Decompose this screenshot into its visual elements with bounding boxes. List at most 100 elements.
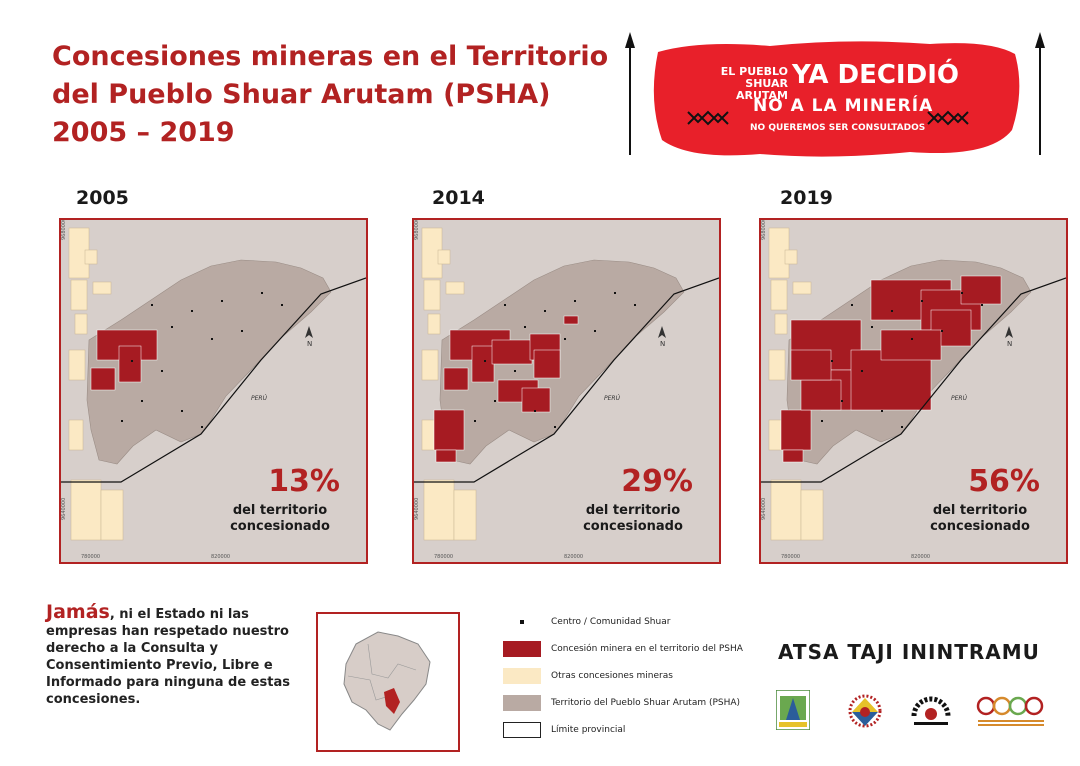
community-marker xyxy=(221,300,223,302)
org-logo-3 xyxy=(911,696,951,725)
community-marker xyxy=(504,304,506,306)
protest-banner: EL PUEBLO SHUAR ARUTAM YA DECIDIÓ NO A L… xyxy=(610,30,1060,165)
banner-sub: NO QUEREMOS SER CONSULTADOS xyxy=(750,123,926,133)
tick-label: 780000 xyxy=(781,554,800,560)
tick-label: 780000 xyxy=(434,554,453,560)
mining-concession xyxy=(491,339,533,365)
map-2005: N PERÚ 780000 820000 9680000 9640000 xyxy=(61,220,366,562)
community-marker xyxy=(241,330,243,332)
main-title: Concesiones mineras en el Territorio del… xyxy=(52,38,612,152)
other-concession xyxy=(100,489,124,541)
percent-label-2019: del territorio concesionado xyxy=(920,503,1040,535)
percent-2014: 29% xyxy=(621,464,693,499)
community-marker xyxy=(891,310,893,312)
other-concession xyxy=(70,279,88,311)
other-concession xyxy=(421,349,439,381)
community-marker xyxy=(574,300,576,302)
other-concession xyxy=(70,479,102,541)
north-arrow-icon xyxy=(305,326,313,338)
mining-concession xyxy=(782,449,804,463)
community-marker xyxy=(191,310,193,312)
percent-2019: 56% xyxy=(968,464,1040,499)
statement-text: Jamás, ni el Estado ni las empresas han … xyxy=(46,603,306,708)
legend-item-community: Centro / Comunidad Shuar xyxy=(503,612,670,632)
organization-name: ATSA TAJI ININTRAMU xyxy=(778,640,1040,664)
community-marker xyxy=(981,304,983,306)
community-marker xyxy=(564,338,566,340)
country-label-peru: PERÚ xyxy=(951,395,968,402)
tick-label: 9680000 xyxy=(414,220,420,240)
banner-mid: NO A LA MINERÍA xyxy=(753,96,934,116)
community-marker xyxy=(911,338,913,340)
map-2014: N PERÚ 780000 820000 9680000 9640000 xyxy=(414,220,719,562)
mining-concession xyxy=(521,387,551,413)
country-label-peru: PERÚ xyxy=(251,395,268,402)
peru-border xyxy=(61,277,366,483)
mining-concession xyxy=(471,345,495,383)
mining-concession xyxy=(433,409,465,451)
square-marker-icon xyxy=(503,614,541,630)
community-marker xyxy=(901,426,903,428)
community-marker xyxy=(634,304,636,306)
other-concession xyxy=(74,313,88,335)
org-logo-2 xyxy=(848,694,882,728)
title-line-2: del Pueblo Shuar Arutam (PSHA) xyxy=(52,79,551,110)
tick-label: 820000 xyxy=(911,554,930,560)
community-marker xyxy=(861,370,863,372)
other-concession xyxy=(800,489,824,541)
community-marker xyxy=(534,410,536,412)
mining-concession xyxy=(800,379,842,411)
mining-concession xyxy=(533,349,561,379)
community-marker xyxy=(821,420,823,422)
country-label-peru: PERÚ xyxy=(604,395,621,402)
other-concession xyxy=(768,349,786,381)
statement-rest: , ni el Estado ni las empresas han respe… xyxy=(46,607,290,707)
percent-label-line2: concesionado xyxy=(230,519,330,534)
mining-concession xyxy=(880,329,942,361)
psha-highlight xyxy=(384,688,400,714)
tick-label: 9680000 xyxy=(61,220,67,240)
legend-label: Centro / Comunidad Shuar xyxy=(551,617,671,627)
org-logo-1 xyxy=(776,690,810,730)
north-arrow-label: N xyxy=(660,340,665,348)
map-panel-2019: N PERÚ 780000 820000 9680000 9640000 56% del … xyxy=(759,218,1068,564)
territory-swatch xyxy=(503,695,541,711)
mining-concession xyxy=(435,449,457,463)
community-marker xyxy=(261,292,263,294)
legend-label: Otras concesiones mineras xyxy=(551,671,673,681)
community-marker xyxy=(131,360,133,362)
other-concession xyxy=(445,281,465,295)
other-concession xyxy=(68,349,86,381)
community-marker xyxy=(614,292,616,294)
banner-big: YA DECIDIÓ xyxy=(792,60,959,90)
other-concession xyxy=(453,489,477,541)
community-marker xyxy=(554,426,556,428)
other-concession xyxy=(437,249,451,265)
percent-2005: 13% xyxy=(268,464,340,499)
year-label-2019: 2019 xyxy=(780,187,833,209)
community-marker xyxy=(211,338,213,340)
legend-item-boundary: Límite provincial xyxy=(503,720,625,740)
legend-item-other: Otras concesiones mineras xyxy=(503,666,673,686)
community-marker xyxy=(524,326,526,328)
boundary-swatch xyxy=(503,722,541,738)
tick-label: 9640000 xyxy=(761,498,767,520)
mining-concession xyxy=(90,367,116,391)
percent-label-line2: concesionado xyxy=(930,519,1030,534)
percent-label-line1: del territorio xyxy=(232,503,328,518)
mining-concession xyxy=(443,367,469,391)
other-concession xyxy=(68,419,84,451)
community-marker xyxy=(871,326,873,328)
community-marker xyxy=(141,400,143,402)
mining-concession xyxy=(780,409,812,451)
map-2019: N PERÚ 780000 820000 9680000 9640000 xyxy=(761,220,1066,562)
community-marker xyxy=(594,330,596,332)
community-marker xyxy=(544,310,546,312)
legend-item-territory: Territorio del Pueblo Shuar Arutam (PSHA… xyxy=(503,693,740,713)
north-arrow-icon xyxy=(1005,326,1013,338)
percent-label-2005: del territorio concesionado xyxy=(220,503,340,535)
community-marker xyxy=(281,304,283,306)
legend-label: Territorio del Pueblo Shuar Arutam (PSHA… xyxy=(551,698,741,708)
peru-border xyxy=(761,277,1066,483)
inset-map xyxy=(316,612,460,752)
